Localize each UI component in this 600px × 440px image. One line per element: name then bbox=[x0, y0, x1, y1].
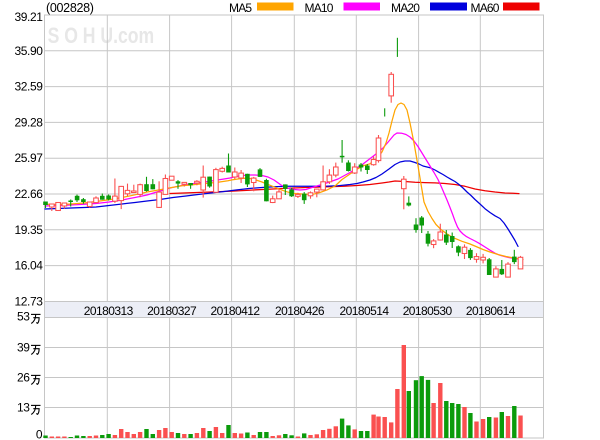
svg-text:20180530: 20180530 bbox=[403, 304, 453, 318]
svg-text:12.73: 12.73 bbox=[14, 295, 43, 309]
svg-text:20180412: 20180412 bbox=[211, 304, 261, 318]
svg-text:19.35: 19.35 bbox=[14, 223, 43, 237]
svg-text:20180313: 20180313 bbox=[84, 304, 134, 318]
svg-text:53: 53 bbox=[17, 310, 30, 324]
svg-text:MA5: MA5 bbox=[229, 1, 252, 15]
svg-text:(002828): (002828) bbox=[46, 1, 94, 15]
svg-text:32.59: 32.59 bbox=[14, 80, 43, 94]
svg-text:20180327: 20180327 bbox=[147, 304, 197, 318]
svg-text:39.21: 39.21 bbox=[14, 10, 43, 24]
svg-text:13: 13 bbox=[17, 401, 30, 415]
svg-text:16.04: 16.04 bbox=[14, 259, 43, 273]
svg-text:39: 39 bbox=[17, 341, 30, 355]
svg-text:MA20: MA20 bbox=[391, 1, 420, 15]
svg-text:26: 26 bbox=[17, 371, 30, 385]
svg-text:S O H U.com: S O H U.com bbox=[48, 24, 155, 48]
svg-text:20180614: 20180614 bbox=[466, 304, 516, 318]
svg-text:MA10: MA10 bbox=[305, 1, 334, 15]
svg-text:29.28: 29.28 bbox=[14, 115, 43, 129]
svg-text:25.97: 25.97 bbox=[14, 151, 43, 165]
svg-text:0: 0 bbox=[36, 428, 43, 440]
svg-text:20180514: 20180514 bbox=[340, 304, 390, 318]
svg-text:20180426: 20180426 bbox=[275, 304, 325, 318]
svg-text:22.66: 22.66 bbox=[14, 187, 43, 201]
svg-text:MA60: MA60 bbox=[471, 1, 500, 15]
svg-text:35.90: 35.90 bbox=[14, 44, 43, 58]
